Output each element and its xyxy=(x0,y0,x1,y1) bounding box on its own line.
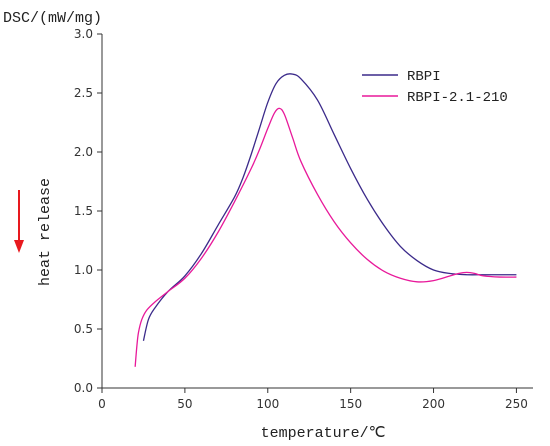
x-tick-label: 50 xyxy=(177,397,192,411)
legend-label: RBPI-2.1-210 xyxy=(407,90,508,106)
x-tick-label: 0 xyxy=(98,397,106,411)
y-tick-label: 1.0 xyxy=(74,263,93,277)
y-tick-label: 0.0 xyxy=(74,381,93,395)
y-tick-label: 2.5 xyxy=(74,86,93,100)
y-axis-title-side: heat release xyxy=(37,178,54,286)
series-group xyxy=(134,73,517,367)
x-tick-label: 100 xyxy=(256,397,279,411)
x-tick-label: 200 xyxy=(422,397,445,411)
series-line-rbpi-2-1-210 xyxy=(134,107,517,367)
y-tick-label: 2.0 xyxy=(74,145,93,159)
y-tick-label: 3.0 xyxy=(74,27,93,41)
x-tick-label: 250 xyxy=(505,397,528,411)
y-axis-title-top: DSC/(mW/mg) xyxy=(3,10,102,27)
x-tick-label: 150 xyxy=(339,397,362,411)
y-tick-label: 0.5 xyxy=(74,322,93,336)
series-line-rbpi xyxy=(142,73,517,341)
x-axis-title: temperature/℃ xyxy=(261,425,386,442)
heat-release-arrow-icon xyxy=(14,190,24,253)
ticks: 0.0 0.5 1.0 1.5 2.0 2.5 3.0 0 50 100 150 200 250 xyxy=(74,27,528,411)
legend-label: RBPI xyxy=(407,69,441,85)
y-tick-label: 1.5 xyxy=(74,204,93,218)
axes xyxy=(101,34,533,389)
legend: RBPI RBPI-2.1-210 xyxy=(362,69,508,106)
